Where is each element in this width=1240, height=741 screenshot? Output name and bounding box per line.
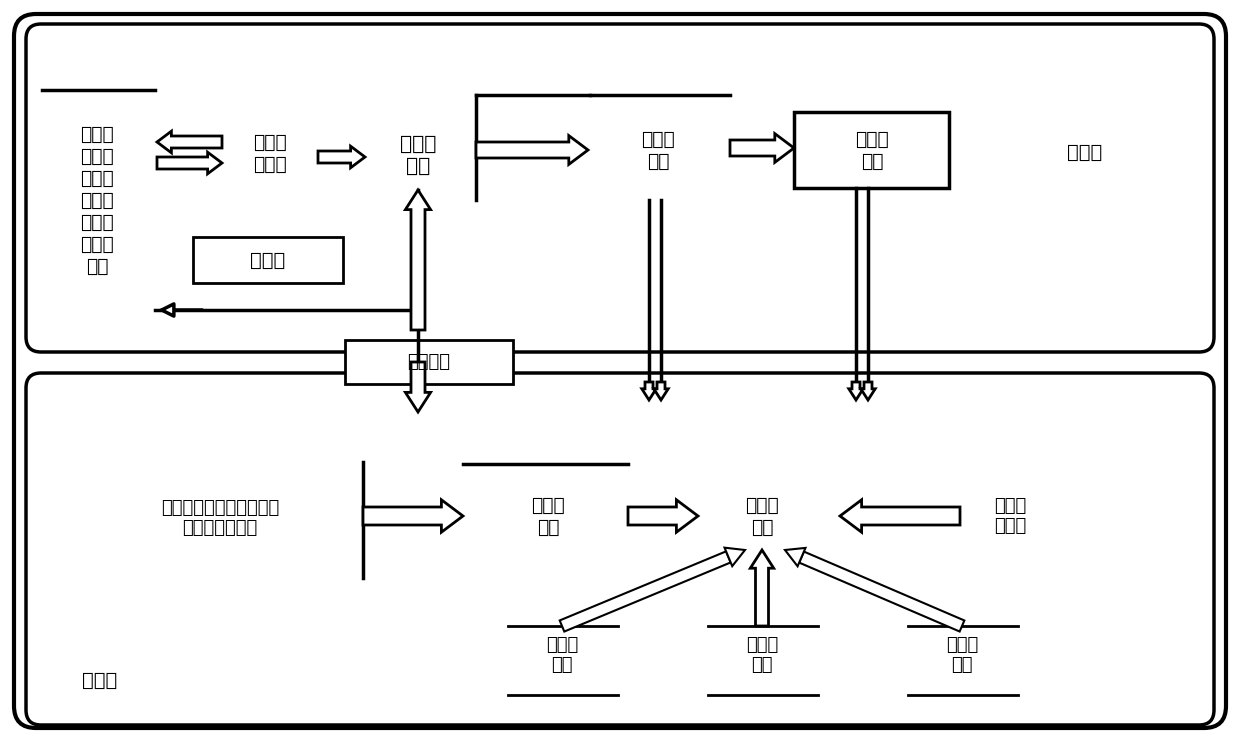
Text: 位移传
感器: 位移传 感器 xyxy=(746,636,779,674)
Text: 大型数
控纵向
蒙皮拉
形机虚
拟样机
数字化
设计: 大型数 控纵向 蒙皮拉 形机虚 拟样机 数字化 设计 xyxy=(81,124,114,276)
Polygon shape xyxy=(653,382,668,400)
Polygon shape xyxy=(627,499,698,532)
Text: 虚拟机
生产: 虚拟机 生产 xyxy=(856,130,889,170)
Text: 数字化
仿真: 数字化 仿真 xyxy=(399,135,436,176)
FancyBboxPatch shape xyxy=(26,373,1214,725)
Polygon shape xyxy=(861,382,875,400)
Polygon shape xyxy=(157,152,222,174)
Text: 虚拟机: 虚拟机 xyxy=(1068,142,1102,162)
Polygon shape xyxy=(849,382,863,400)
Polygon shape xyxy=(724,548,745,566)
Polygon shape xyxy=(405,362,430,412)
Text: 实体机
调试: 实体机 调试 xyxy=(531,496,565,536)
Text: 产品质
量优劣: 产品质 量优劣 xyxy=(994,496,1027,536)
Polygon shape xyxy=(750,550,774,626)
Polygon shape xyxy=(363,499,463,532)
Polygon shape xyxy=(157,131,222,153)
Polygon shape xyxy=(317,146,365,167)
Text: 实体机
生产: 实体机 生产 xyxy=(745,496,779,536)
Text: 虚拟机
调试: 虚拟机 调试 xyxy=(641,130,675,170)
Polygon shape xyxy=(476,136,588,165)
Polygon shape xyxy=(559,551,730,631)
Bar xyxy=(345,340,513,384)
FancyBboxPatch shape xyxy=(14,14,1226,728)
Polygon shape xyxy=(405,190,430,330)
Bar xyxy=(794,112,949,188)
Text: 需优化: 需优化 xyxy=(250,250,285,270)
Text: 不需优化: 不需优化 xyxy=(408,353,450,371)
Polygon shape xyxy=(785,548,806,566)
Text: 虚拟样
机装配: 虚拟样 机装配 xyxy=(253,133,286,173)
Text: 大型数控纵向蒙皮拉形机
实体机生产制造: 大型数控纵向蒙皮拉形机 实体机生产制造 xyxy=(161,499,279,537)
Polygon shape xyxy=(799,551,965,631)
FancyBboxPatch shape xyxy=(26,24,1214,352)
Text: 倾角传
感器: 倾角传 感器 xyxy=(946,636,978,674)
Bar xyxy=(193,237,343,283)
Polygon shape xyxy=(642,382,656,400)
Polygon shape xyxy=(730,133,794,162)
Text: 实体机: 实体机 xyxy=(82,671,118,689)
Polygon shape xyxy=(839,499,960,532)
Text: 压力传
感器: 压力传 感器 xyxy=(546,636,578,674)
